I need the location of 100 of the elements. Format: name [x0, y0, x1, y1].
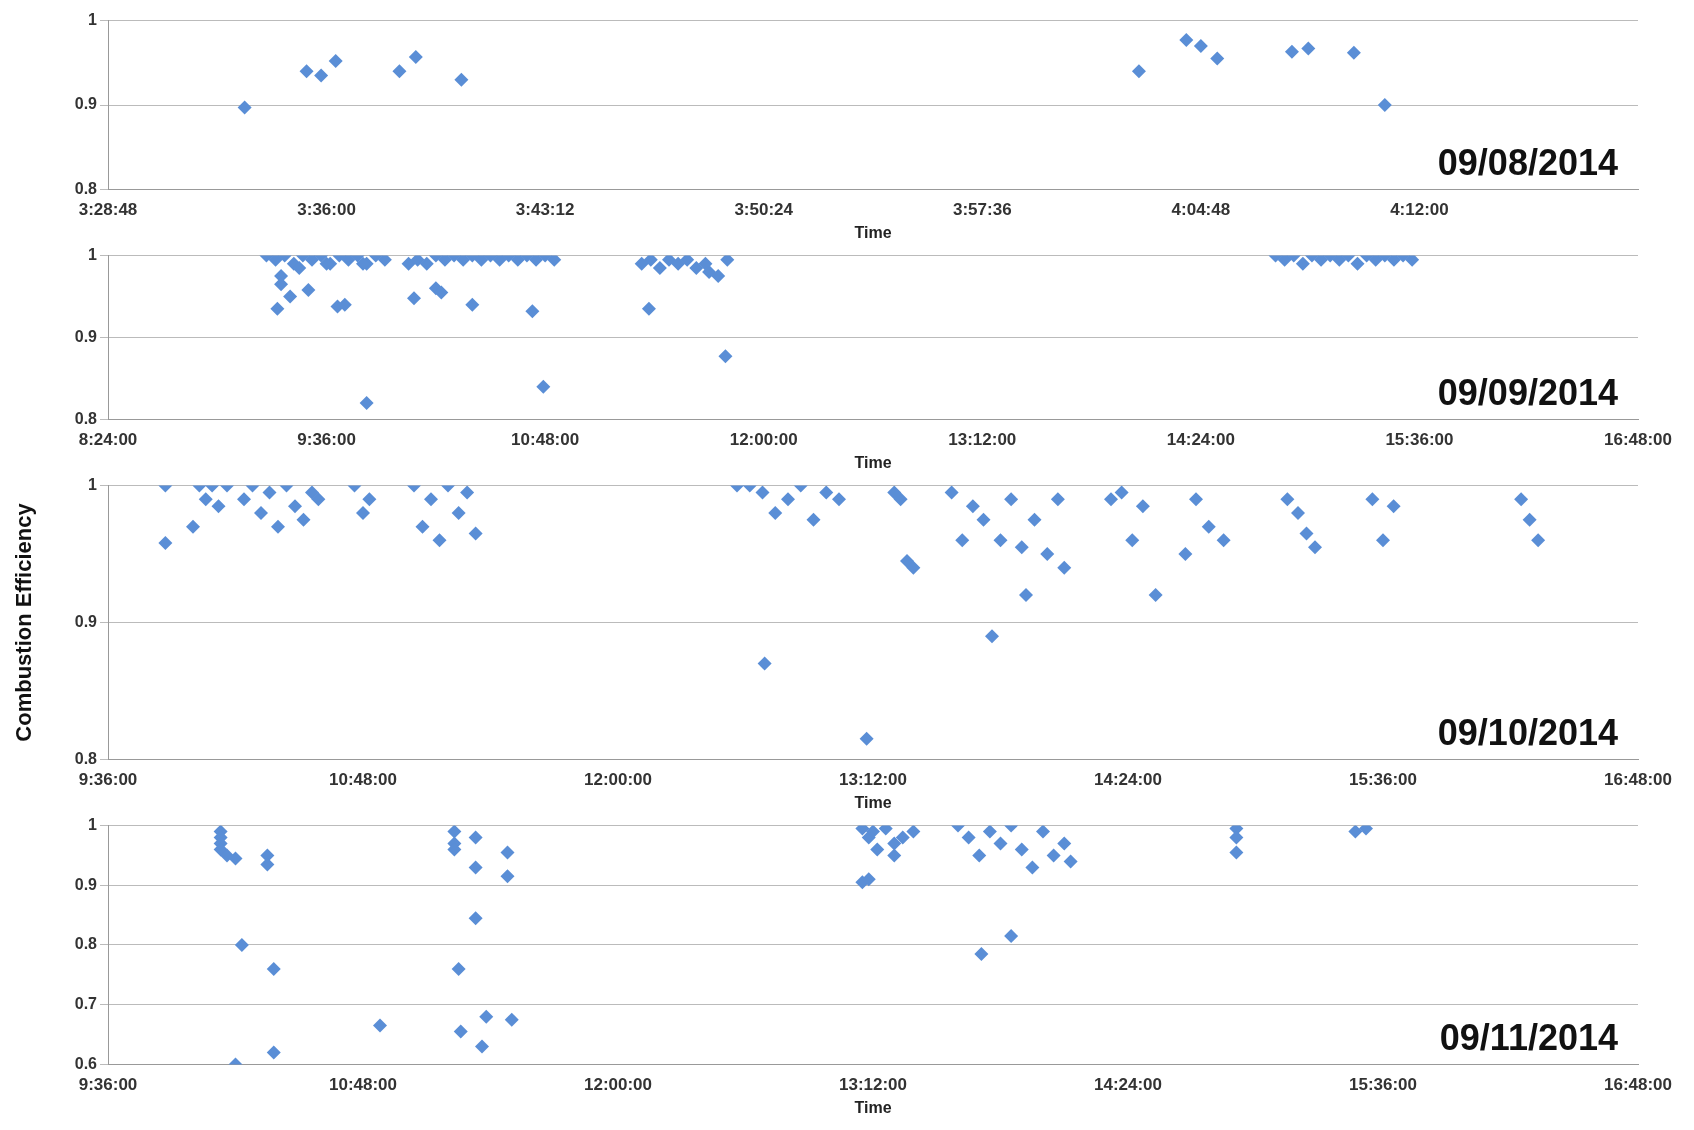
annotation: 09/11/2014	[1439, 1017, 1618, 1059]
point	[451, 961, 466, 976]
point	[500, 869, 515, 884]
point	[1210, 51, 1225, 66]
point	[408, 49, 423, 64]
y-tick-label: 0.9	[74, 612, 98, 630]
x-tick-label: 15:36:00	[1348, 1075, 1418, 1095]
x-tick-label: 4:04:48	[1171, 200, 1231, 220]
annotation: 09/08/2014	[1437, 142, 1618, 184]
x-tick-label: 12:00:00	[583, 1075, 653, 1095]
point	[454, 72, 469, 87]
point	[453, 1024, 468, 1039]
point	[993, 836, 1008, 851]
y-tick-label: 0.7	[74, 995, 98, 1013]
y-tick-label: 1	[88, 246, 98, 264]
y-tick-label: 0.8	[74, 749, 98, 767]
point	[1057, 836, 1072, 851]
point	[234, 938, 249, 952]
x-tick-label: 8:24:00	[78, 430, 138, 450]
point	[1377, 98, 1392, 112]
point	[1193, 38, 1208, 53]
x-tick-label: 15:36:00	[1348, 770, 1418, 790]
point	[961, 830, 976, 845]
y-tick-label: 0.8	[74, 409, 98, 427]
point	[1004, 929, 1019, 944]
x-axis-title: Time	[854, 453, 892, 471]
point	[237, 100, 252, 115]
x-tick-label: 15:36:00	[1385, 430, 1454, 450]
point	[887, 836, 902, 851]
x-tick-label: 10:48:00	[328, 770, 398, 790]
point	[1036, 825, 1050, 839]
point	[328, 54, 343, 69]
point	[504, 1012, 519, 1027]
x-tick-label: 13:12:00	[838, 770, 908, 790]
x-axis-title: Time	[854, 1098, 892, 1116]
point	[266, 961, 281, 976]
x-tick-label: 3:50:24	[734, 200, 794, 220]
point	[447, 825, 462, 839]
point	[1014, 842, 1029, 857]
y-tick-label: 1	[88, 11, 98, 29]
point	[1346, 45, 1361, 60]
point	[1284, 44, 1299, 59]
x-tick-label: 14:24:00	[1166, 430, 1235, 450]
x-tick-label: 3:43:12	[515, 200, 575, 220]
point	[468, 830, 483, 845]
x-tick-label: 16:48:00	[1603, 770, 1673, 790]
point	[228, 851, 243, 866]
x-axis-title: Time	[854, 223, 892, 241]
point	[1229, 845, 1244, 860]
point	[1063, 854, 1078, 869]
point	[895, 830, 910, 845]
y-tick-label: 0.6	[74, 1054, 98, 1072]
x-tick-label: 3:36:00	[297, 200, 356, 220]
point	[906, 825, 921, 839]
point	[1348, 825, 1363, 839]
x-tick-label: 3:57:36	[952, 200, 1012, 220]
point	[1131, 64, 1146, 79]
point	[468, 911, 483, 926]
x-tick-label: 9:36:00	[78, 770, 138, 790]
annotation: 09/10/2014	[1437, 712, 1618, 754]
point	[1301, 41, 1316, 56]
x-tick-label: 14:24:00	[1093, 770, 1163, 790]
annotation: 09/09/2014	[1437, 372, 1618, 414]
x-tick-label: 16:48:00	[1603, 430, 1673, 450]
y-tick-label: 1	[88, 816, 98, 834]
x-axis-title: Time	[854, 793, 892, 811]
point	[982, 825, 997, 839]
point	[299, 64, 314, 79]
x-tick-label: 12:00:00	[583, 770, 653, 790]
point	[266, 1045, 281, 1060]
y-tick-label: 0.8	[74, 179, 98, 197]
y-tick-label: 0.8	[74, 935, 98, 953]
point	[468, 860, 483, 875]
point	[392, 64, 407, 79]
point	[1025, 860, 1040, 875]
point	[314, 68, 329, 83]
x-tick-label: 9:36:00	[78, 1075, 138, 1095]
point	[500, 845, 515, 860]
point	[1179, 33, 1194, 48]
x-tick-label: 4:12:00	[1390, 200, 1449, 220]
point	[972, 848, 987, 863]
x-tick-label: 14:24:00	[1093, 1075, 1163, 1095]
point	[1046, 848, 1061, 863]
x-tick-label: 9:36:00	[297, 430, 356, 450]
x-tick-label: 13:12:00	[838, 1075, 908, 1095]
point	[887, 848, 902, 863]
x-tick-label: 10:48:00	[511, 430, 580, 450]
x-tick-label: 16:48:00	[1603, 1075, 1673, 1095]
x-tick-label: 12:00:00	[729, 430, 798, 450]
point	[475, 1039, 489, 1054]
point	[870, 842, 885, 857]
y-tick-label: 0.9	[74, 875, 98, 893]
y-axis-title: Combustion Efficiency	[11, 502, 37, 742]
y-tick-label: 0.9	[74, 95, 98, 113]
y-tick-label: 0.9	[74, 327, 98, 345]
point	[866, 825, 880, 839]
x-tick-label: 10:48:00	[328, 1075, 398, 1095]
point	[373, 1018, 387, 1033]
x-tick-label: 13:12:00	[948, 430, 1017, 450]
y-tick-label: 1	[88, 476, 98, 494]
